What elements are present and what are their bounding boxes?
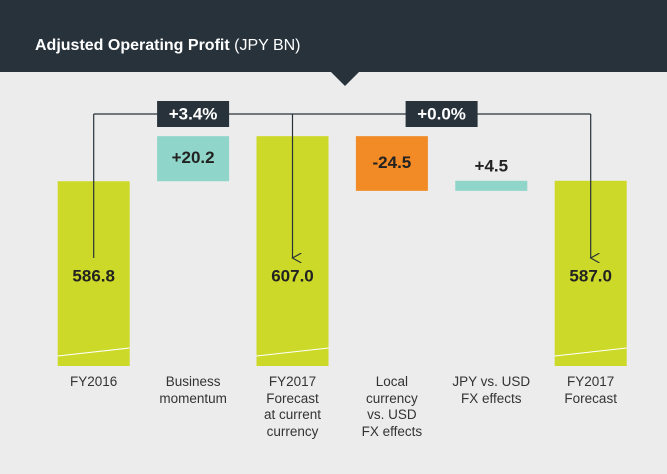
value-label: +20.2 (172, 148, 215, 167)
value-label: 587.0 (569, 266, 612, 285)
annotation-box (405, 101, 478, 127)
header-bar (0, 0, 667, 72)
annotation: +0.0% (417, 104, 466, 123)
subtitle: (JPY BN) (234, 37, 300, 54)
annotation-box (157, 101, 230, 127)
bar (455, 180, 528, 191)
x-tick-label: FY2017 Forecast (564, 374, 617, 406)
title: Adjusted Operating Profit (35, 37, 230, 54)
x-tick-label: FY2017 Forecast at current currency (263, 374, 322, 439)
value-label: -24.5 (373, 153, 412, 172)
x-tick-label: FY2016 (70, 374, 118, 389)
annotation: +3.4% (169, 104, 218, 123)
value-label: +4.5 (475, 156, 509, 175)
chart-title: Adjusted Operating Profit (JPY BN) (35, 37, 301, 54)
bar-break (554, 347, 627, 357)
bar-break (57, 347, 130, 357)
bar-break (256, 347, 329, 357)
header-pointer (331, 72, 359, 86)
x-tick-label: Business momentum (159, 374, 227, 406)
x-tick-label: JPY vs. USD FX effects (452, 374, 531, 406)
x-tick-label: Local currency vs. USD FX effects (361, 374, 423, 439)
bar (355, 136, 428, 191)
bar (157, 136, 230, 182)
value-label: 607.0 (271, 266, 314, 285)
value-label: 586.8 (72, 266, 115, 285)
